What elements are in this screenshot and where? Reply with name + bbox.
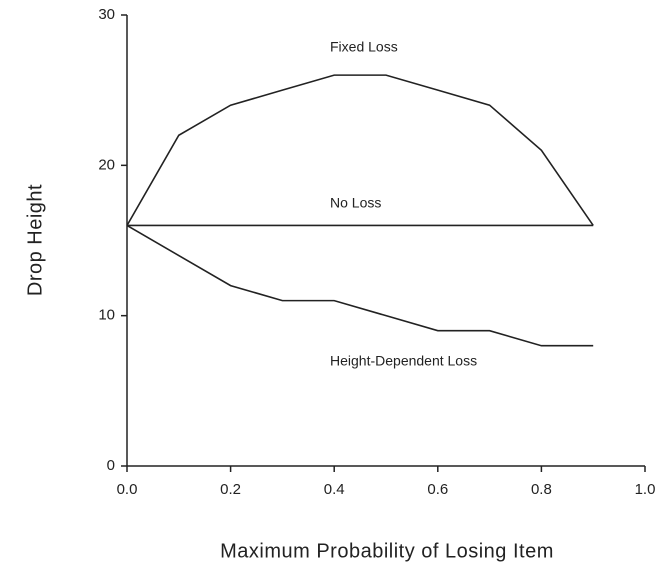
x-tick-label: 0.6 xyxy=(427,481,448,498)
x-tick-label: 0.2 xyxy=(220,481,241,498)
series-line xyxy=(126,74,594,226)
y-axis-title: Drop Height xyxy=(24,184,46,296)
y-tick-label: 10 xyxy=(98,307,115,324)
x-tick-label: 1.0 xyxy=(635,481,656,498)
x-tick-label: 0.8 xyxy=(531,481,552,498)
series-label: No Loss xyxy=(330,195,381,211)
x-tick-label: 0.0 xyxy=(117,481,138,498)
series-label: Fixed Loss xyxy=(330,39,398,55)
series-label: Height-Dependent Loss xyxy=(330,353,477,369)
y-tick-label: 30 xyxy=(98,6,115,23)
y-tick-label: 0 xyxy=(107,457,115,474)
y-tick-label: 20 xyxy=(98,156,115,173)
x-tick-label: 0.4 xyxy=(324,481,345,498)
series-line xyxy=(126,224,594,347)
x-axis-title: Maximum Probability of Losing Item xyxy=(220,540,554,562)
